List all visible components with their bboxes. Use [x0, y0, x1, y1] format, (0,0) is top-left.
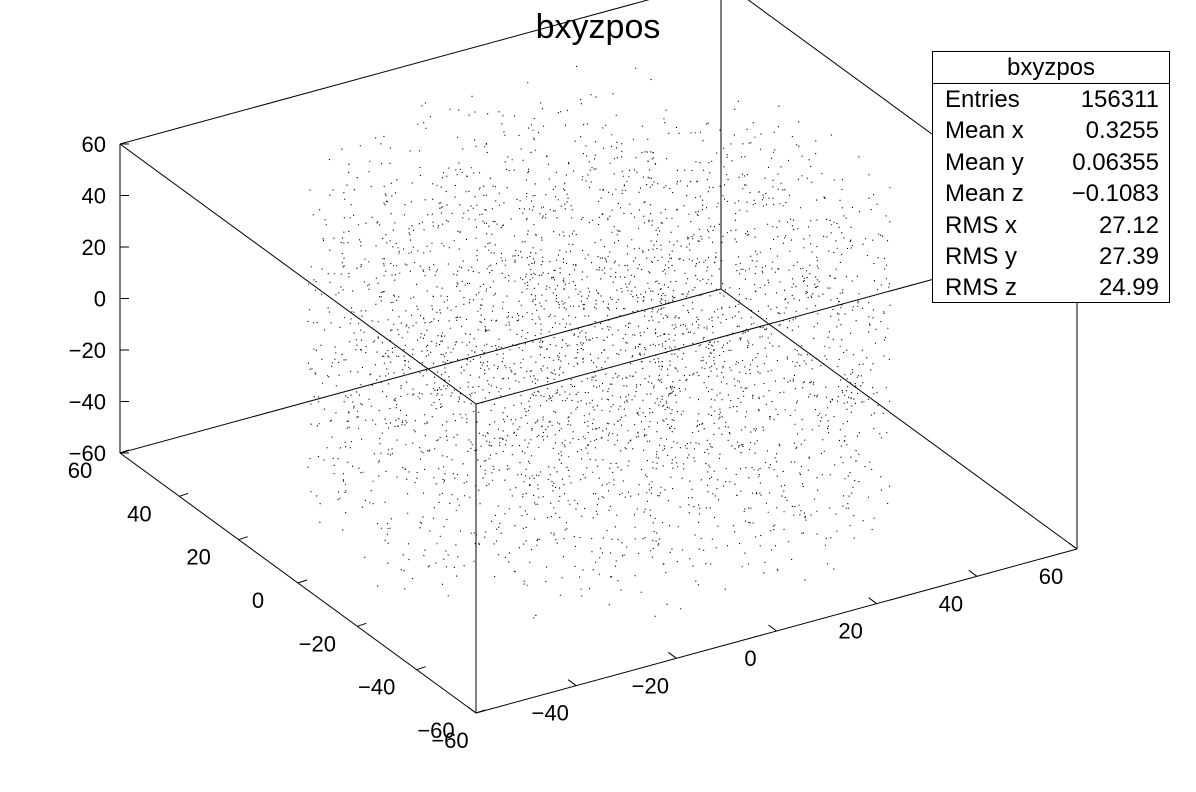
x-tick-label: 20 — [838, 619, 862, 644]
x-tick — [568, 680, 576, 686]
stats-value: −0.1083 — [1072, 178, 1159, 209]
x-tick-label: 0 — [744, 646, 756, 671]
stats-row-entries: Entries 156311 — [933, 84, 1169, 115]
y-tick — [239, 537, 248, 540]
axes: −60−40−200204060−60−40−200204060−60−40−2… — [68, 132, 1077, 753]
x-tick-label: −40 — [532, 701, 569, 726]
z-tick-label: 0 — [94, 287, 106, 312]
z-tick-label: 20 — [82, 235, 106, 260]
stats-row-mean-z: Mean z −0.1083 — [933, 178, 1169, 209]
z-tick-label: 60 — [82, 132, 106, 157]
y-tick — [179, 493, 188, 496]
x-tick — [468, 707, 476, 713]
y-tick-label: −60 — [417, 718, 454, 743]
stats-value: 0.06355 — [1072, 147, 1159, 178]
scatter-points — [307, 66, 890, 619]
x-tick-label: 40 — [939, 591, 963, 616]
z-tick-label: −40 — [69, 390, 106, 415]
stats-value: 24.99 — [1099, 272, 1159, 303]
x-tick — [769, 625, 777, 631]
y-tick-label: 0 — [252, 588, 264, 613]
stats-box: bxyzpos Entries 156311 Mean x 0.3255 Mean … — [932, 51, 1170, 303]
y-tick — [357, 623, 366, 626]
stats-row-rms-x: RMS x 27.12 — [933, 210, 1169, 241]
stats-title: bxyzpos — [933, 52, 1169, 84]
stats-label: RMS z — [945, 272, 1017, 303]
stats-label: Mean x — [945, 115, 1024, 146]
x-tick — [668, 652, 676, 658]
scatter-point-cloud — [307, 66, 890, 619]
stats-row-mean-y: Mean y 0.06355 — [933, 147, 1169, 178]
y-tick-label: 40 — [127, 501, 151, 526]
x-tick-label: −20 — [632, 673, 669, 698]
box-back-edges — [120, 144, 721, 713]
z-tick-label: −20 — [69, 338, 106, 363]
stats-label: Entries — [945, 84, 1020, 115]
stats-row-rms-z: RMS z 24.99 — [933, 272, 1169, 303]
stats-value: 0.3255 — [1086, 115, 1159, 146]
x-tick — [969, 570, 977, 576]
y-tick — [476, 710, 485, 713]
box-edge — [721, 289, 1077, 549]
stats-label: RMS y — [945, 241, 1017, 272]
stats-value: 156311 — [1081, 84, 1159, 115]
z-tick-label: −60 — [69, 441, 106, 466]
y-tick-label: −40 — [358, 675, 395, 700]
stats-value: 27.39 — [1099, 241, 1159, 272]
y-tick-label: 20 — [186, 545, 210, 570]
stats-label: Mean z — [945, 178, 1024, 209]
x-tick-label: 60 — [1039, 564, 1063, 589]
x-tick — [1069, 543, 1077, 549]
z-tick-label: 40 — [82, 184, 106, 209]
box-edge — [120, 144, 476, 404]
stats-value: 27.12 — [1099, 210, 1159, 241]
x-tick — [869, 598, 877, 604]
box-edge — [120, 289, 721, 453]
stats-label: RMS x — [945, 210, 1017, 241]
stats-label: Mean y — [945, 147, 1024, 178]
y-tick — [417, 667, 426, 670]
stats-row-rms-y: RMS y 27.39 — [933, 241, 1169, 272]
stats-row-mean-x: Mean x 0.3255 — [933, 115, 1169, 146]
y-tick-label: −20 — [299, 631, 336, 656]
y-tick — [298, 580, 307, 583]
